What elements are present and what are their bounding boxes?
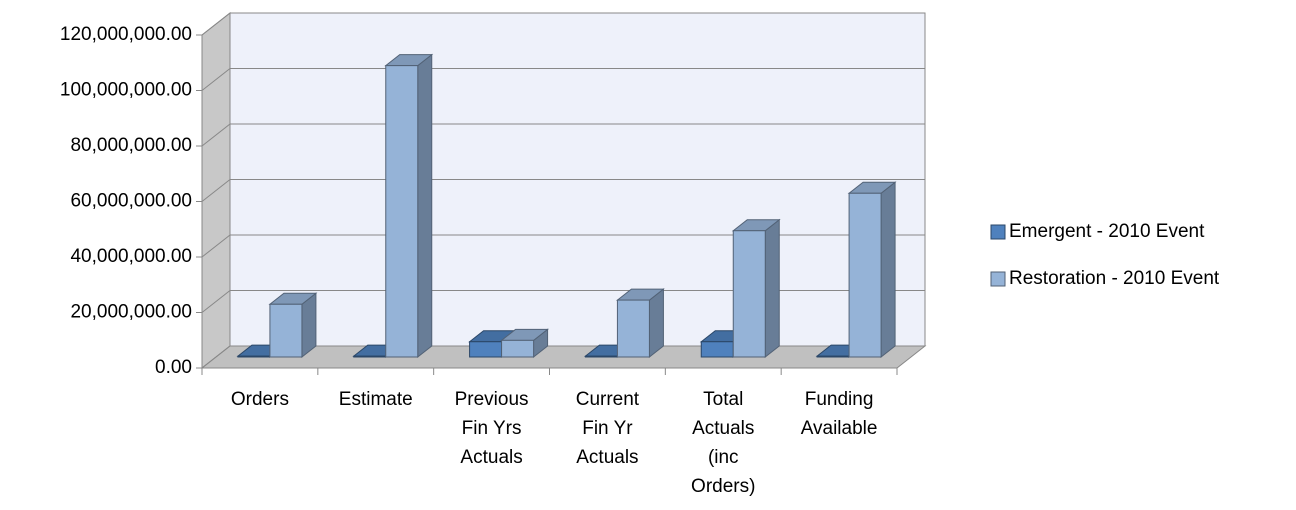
bar-side: [648, 288, 664, 359]
bar-front: [816, 355, 850, 358]
legend-swatch: [990, 224, 1006, 240]
grid-line: [201, 290, 231, 313]
y-tick-label: 20,000,000.00: [70, 302, 192, 323]
y-tick-label: 0.00: [155, 357, 192, 378]
x-tick-label: Orders: [231, 389, 289, 410]
bar-side: [764, 218, 780, 359]
y-tick-label: 80,000,000.00: [70, 135, 192, 156]
y-tick-label: 100,000,000.00: [60, 80, 192, 101]
x-tick-label: Current Fin Yr Actuals: [576, 389, 640, 468]
bar: [268, 292, 318, 359]
bar-front: [353, 355, 387, 358]
bar: [615, 288, 665, 359]
bar-front: [616, 299, 650, 358]
legend-label: Emergent - 2010 Event: [1009, 221, 1205, 242]
y-tick-label: 40,000,000.00: [70, 246, 192, 267]
x-tick-label: Funding Available: [801, 389, 878, 439]
bar: [500, 328, 550, 359]
bar-front: [269, 303, 303, 358]
bar: [847, 181, 897, 359]
x-tick-label: Estimate: [339, 389, 413, 410]
y-tick-label: 60,000,000.00: [70, 191, 192, 212]
bar-front: [732, 230, 766, 358]
grid-line: [201, 345, 231, 369]
bar-side: [880, 181, 896, 359]
grid-line: [201, 234, 231, 258]
bar-front: [501, 339, 535, 358]
bar-front: [848, 192, 882, 358]
bar-front: [584, 355, 618, 358]
grid-line: [201, 123, 231, 147]
bar-front: [469, 341, 503, 358]
bar-front: [237, 355, 271, 358]
bar: [731, 218, 781, 359]
legend-swatch: [990, 271, 1006, 287]
grid-line: [201, 179, 231, 202]
bar-front: [385, 65, 419, 358]
grid-line: [201, 12, 231, 36]
legend-label: Restoration - 2010 Event: [1009, 268, 1220, 289]
grid-line: [201, 68, 231, 91]
x-tick-label: Total Actuals (inc Orders): [691, 389, 755, 497]
y-tick-label: 120,000,000.00: [60, 24, 192, 45]
bar: [384, 53, 434, 359]
x-tick-label: Previous Fin Yrs Actuals: [455, 389, 529, 468]
bar-side: [417, 53, 433, 359]
bar-front: [700, 341, 734, 358]
